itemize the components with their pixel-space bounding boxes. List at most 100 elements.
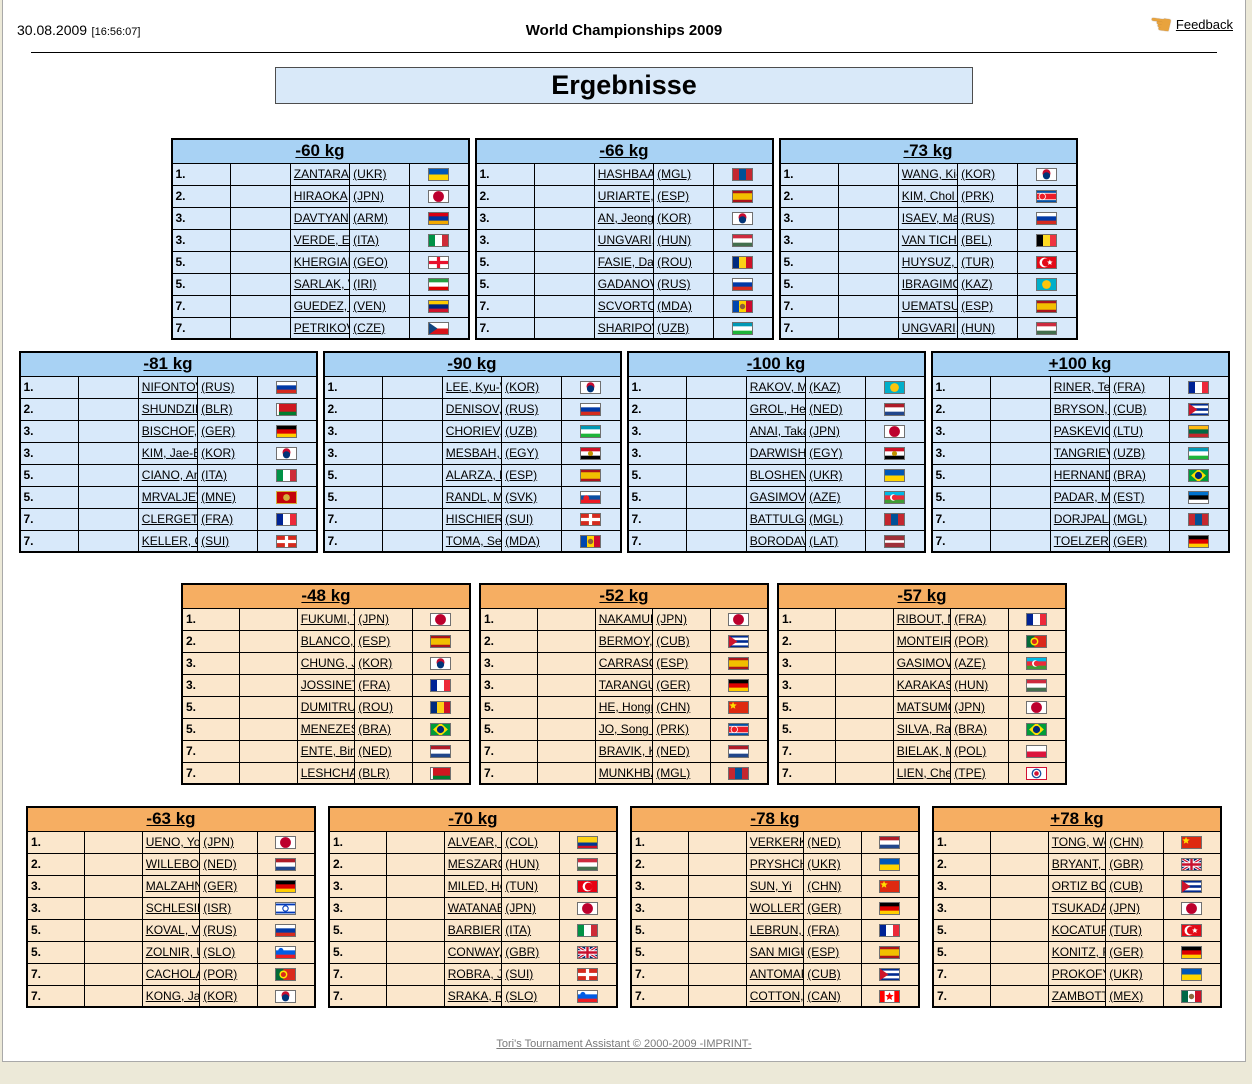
athlete-name-link[interactable]: WATANABE, Mina [447, 901, 501, 915]
country-code-link[interactable]: (SLO) [505, 988, 538, 1003]
athlete-name-link[interactable]: CIANO, Antonio [141, 468, 197, 482]
country-code-link[interactable]: (UZB) [657, 320, 690, 335]
athlete-name-link[interactable]: MESBAH, Hesham [445, 446, 501, 460]
athlete-name-link[interactable]: VAN TICHELT, Dirk [901, 233, 957, 247]
country-code-link[interactable]: (ARM) [353, 211, 388, 225]
athlete-name-link[interactable]: ZAMBOTTI, Vanessa [1051, 988, 1105, 1003]
athlete-name-link[interactable]: ROBRA, Juliane [447, 967, 501, 981]
category-title-73kg[interactable]: -73 kg [903, 141, 953, 161]
country-code-link[interactable]: (SVK) [505, 490, 538, 504]
country-code-link[interactable]: (GER) [807, 901, 842, 915]
athlete-name-link[interactable]: KHERGIANI, Nestor [293, 255, 349, 269]
country-code-link[interactable]: (MGL) [1113, 512, 1148, 526]
athlete-name-link[interactable]: BRAVIK, Kitty [598, 744, 652, 758]
country-code-link[interactable]: (CAN) [807, 988, 841, 1003]
category-title-63kg[interactable]: -63 kg [146, 809, 196, 829]
country-code-link[interactable]: (BRA) [1113, 468, 1146, 482]
country-code-link[interactable]: (ESP) [807, 945, 840, 959]
country-code-link[interactable]: (KAZ) [961, 277, 993, 291]
country-code-link[interactable]: (CHN) [807, 879, 842, 893]
athlete-name-link[interactable]: MALZAHN, Claudia [145, 879, 199, 893]
athlete-name-link[interactable]: BISCHOF, Ole [141, 424, 198, 438]
country-code-link[interactable]: (COL) [505, 835, 538, 849]
country-code-link[interactable]: (UKR) [1109, 967, 1143, 981]
country-code-link[interactable]: (JPN) [505, 901, 536, 915]
country-code-link[interactable]: (NED) [203, 857, 237, 871]
athlete-name-link[interactable]: BLANCO, Oiana [300, 634, 354, 648]
country-code-link[interactable]: (UZB) [505, 424, 538, 438]
athlete-name-link[interactable]: LEBRUN, Celine [749, 923, 803, 937]
category-title-57kg[interactable]: -57 kg [897, 586, 947, 606]
athlete-name-link[interactable]: SUN, Yi [749, 879, 792, 893]
country-code-link[interactable]: (MEX) [1109, 988, 1144, 1003]
athlete-name-link[interactable]: MILED, Houda [447, 879, 501, 893]
athlete-name-link[interactable]: WILLEBOORDSE, Elisabeth [145, 857, 200, 871]
athlete-name-link[interactable]: CLERGET, Axel [141, 512, 198, 526]
category-title-78kg[interactable]: -78 kg [750, 809, 800, 829]
athlete-name-link[interactable]: UNGVARI, Miklos [597, 233, 654, 247]
athlete-name-link[interactable]: KONITZ, Franziska [1051, 945, 1105, 959]
category-title-+100kg[interactable]: +100 kg [1048, 354, 1112, 374]
athlete-name-link[interactable]: ENTE, Birgit [300, 744, 355, 758]
country-code-link[interactable]: (BEL) [961, 233, 992, 247]
country-code-link[interactable]: (TUR) [1109, 923, 1142, 937]
athlete-name-link[interactable]: TANGRIEV, Abdullo [1053, 446, 1109, 460]
athlete-name-link[interactable]: COTTON, Amy [749, 988, 804, 1003]
athlete-name-link[interactable]: SRAKA, Rasa [447, 988, 501, 1003]
athlete-name-link[interactable]: DUMITRU, Alina [300, 700, 355, 714]
category-title-60kg[interactable]: -60 kg [295, 141, 345, 161]
country-code-link[interactable]: (KOR) [505, 380, 540, 394]
category-title-+78kg[interactable]: +78 kg [1050, 809, 1104, 829]
athlete-name-link[interactable]: PROKOFYEVA, Maryna [1051, 967, 1105, 981]
athlete-name-link[interactable]: ZOLNIR, Urska [145, 945, 199, 959]
country-code-link[interactable]: (FRA) [201, 512, 234, 526]
athlete-name-link[interactable]: GADANOV, Alim [597, 277, 653, 291]
country-code-link[interactable]: (CUB) [807, 967, 841, 981]
athlete-name-link[interactable]: URIARTE, Sugoi [597, 189, 654, 203]
country-code-link[interactable]: (SUI) [505, 967, 534, 981]
country-code-link[interactable]: (CUB) [656, 634, 690, 648]
country-code-link[interactable]: (CHN) [656, 700, 691, 714]
country-code-link[interactable]: (MGL) [657, 167, 692, 181]
country-code-link[interactable]: (CUB) [1113, 402, 1147, 416]
country-code-link[interactable]: (HUN) [505, 857, 540, 871]
country-code-link[interactable]: (PRK) [961, 189, 994, 203]
country-code-link[interactable]: (BLR) [201, 402, 233, 416]
country-code-link[interactable]: (ESP) [657, 189, 690, 203]
athlete-name-link[interactable]: AN, Jeong-Hwan [597, 211, 654, 225]
athlete-name-link[interactable]: WANG, Ki-Chun [901, 167, 957, 181]
athlete-name-link[interactable]: TONG, Wen [1051, 835, 1105, 849]
athlete-name-link[interactable]: HUYSUZ, Sezer [901, 255, 957, 269]
country-code-link[interactable]: (EGY) [809, 446, 843, 460]
athlete-name-link[interactable]: BIELAK, Malgorzata [896, 744, 950, 758]
athlete-name-link[interactable]: FUKUMI, Tomoko [300, 612, 354, 626]
athlete-name-link[interactable]: CONWAY, Sally [447, 945, 502, 959]
athlete-name-link[interactable]: MATSUMOTO, Kaori [896, 700, 950, 714]
athlete-name-link[interactable]: RIBOUT, Morgane [896, 612, 950, 626]
athlete-name-link[interactable]: CARRASCOSA, Ana [598, 656, 652, 670]
feedback-link[interactable]: ☚ Feedback [1147, 8, 1233, 41]
athlete-name-link[interactable]: CHORIEV, Dilshod [445, 424, 502, 438]
country-code-link[interactable]: (JPN) [809, 424, 840, 438]
athlete-name-link[interactable]: TSUKADA, Maki [1051, 901, 1106, 915]
category-title-52kg[interactable]: -52 kg [599, 586, 649, 606]
country-code-link[interactable]: (MDA) [505, 533, 540, 548]
athlete-name-link[interactable]: BARBIERI, Erica [447, 923, 502, 937]
country-code-link[interactable]: (JPN) [954, 700, 985, 714]
athlete-name-link[interactable]: KIM, Chol Su [901, 189, 957, 203]
country-code-link[interactable]: (LAT) [809, 533, 839, 548]
country-code-link[interactable]: (POL) [954, 744, 987, 758]
country-code-link[interactable]: (UKR) [353, 167, 387, 181]
country-code-link[interactable]: (GER) [1113, 533, 1148, 548]
country-code-link[interactable]: (BRA) [954, 722, 987, 736]
athlete-name-link[interactable]: PASKEVICIUS, Marius [1053, 424, 1109, 438]
country-code-link[interactable]: (MDA) [657, 299, 692, 313]
country-code-link[interactable]: (RUS) [505, 402, 539, 416]
athlete-name-link[interactable]: GROL, Henk [749, 402, 806, 416]
athlete-name-link[interactable]: MESZAROS, Anett [447, 857, 501, 871]
country-code-link[interactable]: (KOR) [657, 211, 692, 225]
country-code-link[interactable]: (PRK) [656, 722, 689, 736]
athlete-name-link[interactable]: KELLER, Christoph [141, 533, 197, 548]
athlete-name-link[interactable]: DENISOV, Kirill [445, 402, 502, 416]
athlete-name-link[interactable]: BRYANT, Karina [1051, 857, 1105, 871]
